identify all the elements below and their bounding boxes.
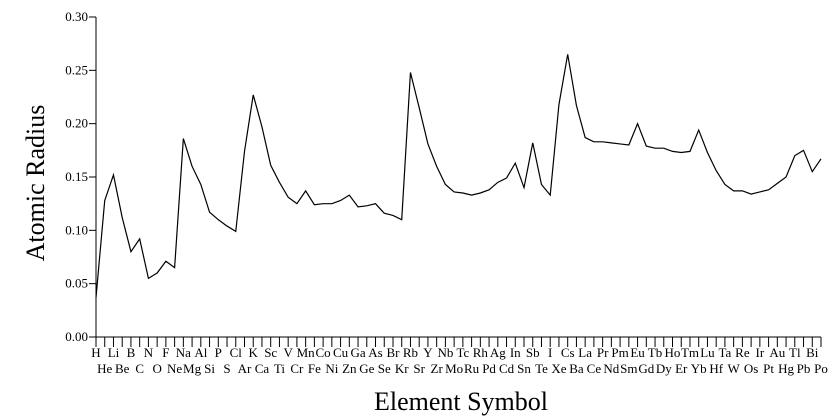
x-tick-label: Po xyxy=(814,361,828,376)
x-tick-label: O xyxy=(152,361,161,376)
x-tick-label: Y xyxy=(423,345,433,360)
x-tick-label: S xyxy=(223,361,230,376)
x-tick-label: Sm xyxy=(620,361,637,376)
x-tick-label: Zn xyxy=(342,361,357,376)
x-tick-label: Pm xyxy=(611,345,628,360)
y-axis-label: Atomic Radius xyxy=(21,105,50,262)
x-tick-label: C xyxy=(135,361,144,376)
x-tick-label: Ta xyxy=(719,345,732,360)
y-tick-label: 0.30 xyxy=(65,9,88,24)
x-tick-label: Mn xyxy=(297,345,316,360)
x-tick-label: Tb xyxy=(648,345,662,360)
x-tick-label: Rh xyxy=(473,345,489,360)
x-tick-label: Li xyxy=(108,345,120,360)
x-tick-label: Ba xyxy=(569,361,584,376)
x-tick-label: Ga xyxy=(350,345,365,360)
x-tick-label: Hg xyxy=(778,361,794,376)
x-axis-label: Element Symbol xyxy=(374,387,548,416)
x-tick-label: Ag xyxy=(490,345,506,360)
x-tick-label: Mo xyxy=(445,361,463,376)
x-tick-label: Si xyxy=(204,361,215,376)
x-tick-label: Ca xyxy=(255,361,270,376)
x-tick-label: Kr xyxy=(395,361,409,376)
x-tick-label: V xyxy=(283,345,293,360)
y-axis-ticks: 0.00 0.05 0.10 0.15 0.20 0.25 0.30 xyxy=(65,9,96,344)
x-axis-ticks: HHeLiBeBCNOFNeNaMgAlSiPSClArKCaScTiVCrMn… xyxy=(91,337,828,376)
x-tick-label: F xyxy=(162,345,169,360)
x-tick-label: Co xyxy=(316,345,331,360)
x-tick-label: Au xyxy=(769,345,785,360)
x-tick-label: Pr xyxy=(597,345,609,360)
x-tick-label: P xyxy=(215,345,222,360)
x-tick-label: Mg xyxy=(183,361,202,376)
x-tick-label: La xyxy=(578,345,592,360)
x-tick-label: I xyxy=(548,345,552,360)
x-tick-label: Re xyxy=(735,345,750,360)
x-tick-label: Er xyxy=(675,361,688,376)
y-tick-label: 0.10 xyxy=(65,222,88,237)
x-tick-label: Lu xyxy=(700,345,715,360)
x-tick-label: W xyxy=(728,361,741,376)
x-tick-label: K xyxy=(249,345,259,360)
x-tick-label: Zr xyxy=(431,361,444,376)
x-tick-label: Sc xyxy=(264,345,277,360)
x-tick-label: Cd xyxy=(499,361,515,376)
y-tick-label: 0.25 xyxy=(65,62,88,77)
axes xyxy=(95,17,821,338)
x-tick-label: Ar xyxy=(238,361,252,376)
y-tick-label: 0.05 xyxy=(65,276,88,291)
x-tick-label: Fe xyxy=(308,361,321,376)
x-tick-label: Ni xyxy=(325,361,338,376)
x-tick-label: Tl xyxy=(789,345,801,360)
series-line xyxy=(95,54,822,298)
x-tick-label: N xyxy=(144,345,154,360)
x-tick-label: Dy xyxy=(656,361,672,376)
x-tick-label: In xyxy=(510,345,521,360)
x-tick-label: Sn xyxy=(517,361,531,376)
x-tick-label: Nb xyxy=(437,345,453,360)
x-tick-label: As xyxy=(368,345,382,360)
x-tick-label: Xe xyxy=(551,361,566,376)
x-tick-label: Cr xyxy=(290,361,304,376)
x-tick-label: Sb xyxy=(526,345,540,360)
x-tick-label: B xyxy=(127,345,136,360)
x-tick-label: Tc xyxy=(456,345,469,360)
x-tick-label: Nd xyxy=(603,361,619,376)
x-tick-label: Be xyxy=(115,361,130,376)
x-tick-label: Pd xyxy=(482,361,496,376)
x-tick-label: Ho xyxy=(665,345,681,360)
x-tick-label: Ne xyxy=(167,361,182,376)
x-tick-label: Cu xyxy=(333,345,349,360)
x-tick-label: Rb xyxy=(403,345,418,360)
x-tick-label: H xyxy=(91,345,100,360)
x-tick-label: Ir xyxy=(756,345,765,360)
x-tick-label: Yb xyxy=(691,361,707,376)
x-tick-label: Na xyxy=(176,345,191,360)
x-tick-label: Ru xyxy=(464,361,480,376)
x-tick-label: He xyxy=(97,361,112,376)
x-tick-label: Pt xyxy=(763,361,774,376)
y-tick-label: 0.20 xyxy=(65,116,88,131)
x-tick-label: Pb xyxy=(797,361,811,376)
x-tick-label: Br xyxy=(386,345,400,360)
x-tick-label: Hf xyxy=(709,361,723,376)
x-tick-label: Te xyxy=(535,361,548,376)
x-tick-label: Cs xyxy=(561,345,575,360)
x-tick-label: Os xyxy=(744,361,758,376)
x-tick-label: Ti xyxy=(274,361,285,376)
y-tick-label: 0.15 xyxy=(65,169,88,184)
x-tick-label: Al xyxy=(194,345,207,360)
x-tick-label: Se xyxy=(378,361,391,376)
x-tick-label: Eu xyxy=(630,345,645,360)
x-tick-label: Ge xyxy=(359,361,374,376)
x-tick-label: Cl xyxy=(230,345,243,360)
x-tick-label: Sr xyxy=(413,361,425,376)
y-tick-label: 0.00 xyxy=(65,329,88,344)
x-tick-label: Gd xyxy=(638,361,654,376)
x-tick-label: Ce xyxy=(587,361,602,376)
x-tick-label: Tm xyxy=(681,345,699,360)
x-tick-label: Bi xyxy=(806,345,819,360)
